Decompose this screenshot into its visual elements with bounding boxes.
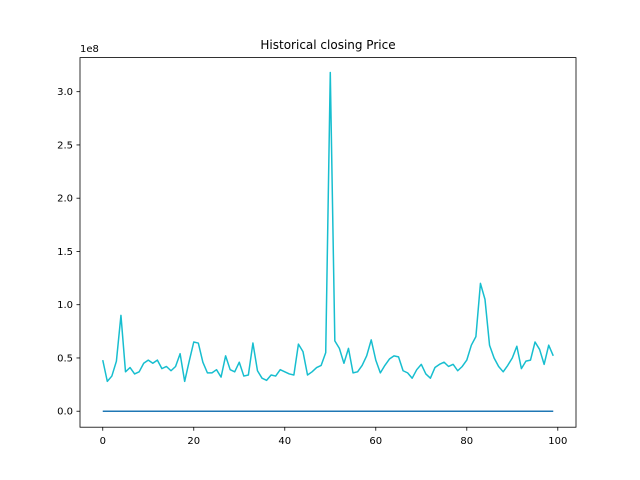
x-tick-label: 100 bbox=[548, 436, 567, 447]
chart-title: Historical closing Price bbox=[260, 38, 395, 52]
x-tick-label: 20 bbox=[187, 436, 200, 447]
x-tick-label: 60 bbox=[369, 436, 382, 447]
y-axis: 0.0 0.5 1.0 1.5 2.0 2.5 3.0 bbox=[57, 87, 80, 418]
x-tick-label: 0 bbox=[100, 436, 106, 447]
y-tick-label: 0.0 bbox=[57, 407, 73, 418]
y-tick-label: 0.5 bbox=[57, 353, 73, 364]
x-tick-label: 80 bbox=[460, 436, 473, 447]
y-tick-label: 1.0 bbox=[57, 300, 73, 311]
y-tick-label: 3.0 bbox=[57, 87, 73, 98]
y-tick-label: 1.5 bbox=[57, 247, 73, 258]
x-tick-label: 40 bbox=[278, 436, 291, 447]
axes-frame bbox=[79, 57, 577, 428]
y-axis-multiplier: 1e8 bbox=[80, 44, 99, 55]
series-line-1 bbox=[102, 71, 554, 383]
y-tick-label: 2.5 bbox=[57, 140, 73, 151]
plot-area bbox=[102, 71, 554, 412]
x-axis: 0 20 40 60 80 100 bbox=[100, 427, 567, 447]
y-tick-label: 2.0 bbox=[57, 194, 73, 205]
